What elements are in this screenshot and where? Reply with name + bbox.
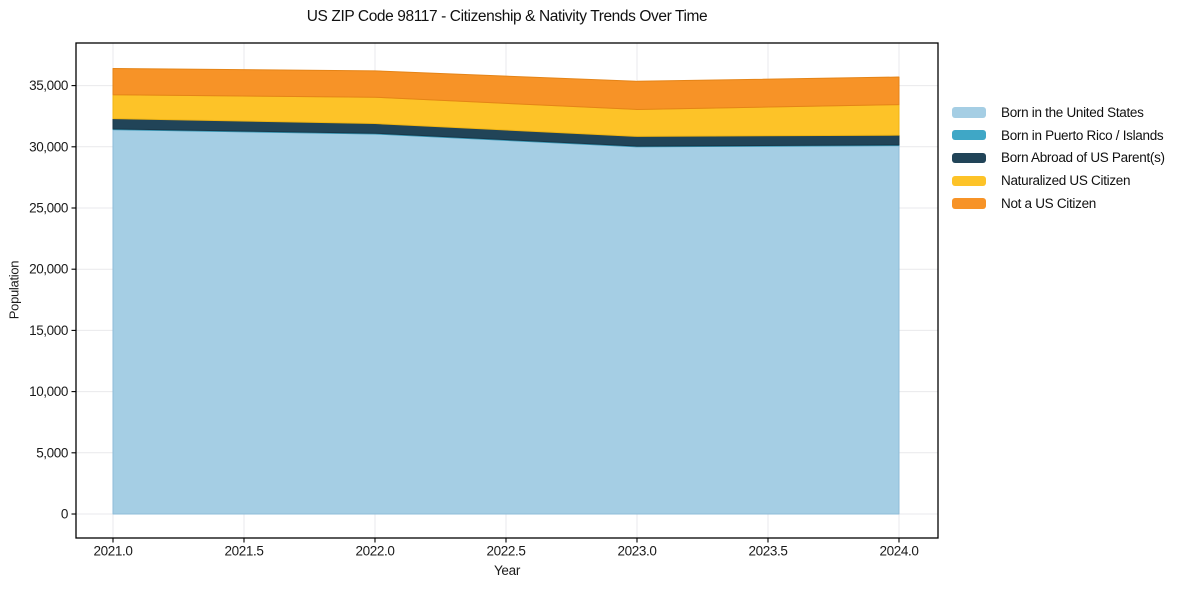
legend-label: Naturalized US Citizen: [1001, 173, 1131, 189]
x-axis-label: Year: [493, 563, 521, 578]
x-tick-label: 2021.5: [225, 544, 264, 559]
area-series-4: [112, 67, 900, 110]
x-tick-label: 2023.0: [618, 544, 657, 559]
legend-item-0: Born in the United States: [952, 101, 1165, 124]
legend-label: Born in Puerto Rico / Islands: [1001, 127, 1164, 143]
legend-item-3: Naturalized US Citizen: [952, 169, 1165, 192]
legend-swatch-icon: [952, 152, 986, 164]
y-tick-label: 20,000: [29, 262, 68, 277]
legend-swatch-icon: [952, 175, 986, 187]
legend-item-4: Not a US Citizen: [952, 192, 1165, 215]
y-tick-label: 30,000: [29, 139, 68, 154]
y-tick-label: 10,000: [29, 384, 68, 399]
x-tick-label: 2022.5: [487, 544, 526, 559]
legend: Born in the United States Born in Puerto …: [952, 101, 1165, 215]
y-tick-label: 5,000: [36, 445, 68, 460]
y-tick-label: 25,000: [29, 201, 68, 216]
legend-item-2: Born Abroad of US Parent(s): [952, 147, 1165, 170]
x-tick-label: 2022.0: [356, 544, 395, 559]
legend-item-1: Born in Puerto Rico / Islands: [952, 124, 1165, 147]
x-tick-label: 2024.0: [880, 544, 919, 559]
x-tick-label: 2021.0: [94, 544, 133, 559]
legend-label: Not a US Citizen: [1001, 196, 1096, 212]
y-tick-label: 35,000: [29, 78, 68, 93]
x-tick-label: 2023.5: [749, 544, 788, 559]
y-tick-label: 0: [61, 507, 68, 522]
axes-spines: [75, 42, 939, 539]
legend-label: Born Abroad of US Parent(s): [1001, 150, 1165, 166]
legend-swatch-icon: [952, 198, 986, 209]
chart-title: US ZIP Code 98117 - Citizenship & Nativi…: [306, 8, 708, 25]
legend-label: Born in the United States: [1001, 104, 1144, 120]
legend-swatch-icon: [952, 129, 986, 141]
y-tick-label: 15,000: [29, 323, 68, 338]
legend-swatch-icon: [952, 107, 986, 118]
area-series-0: [112, 129, 900, 515]
